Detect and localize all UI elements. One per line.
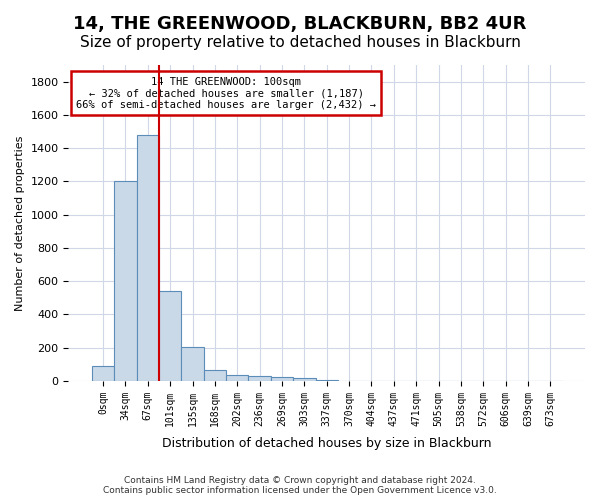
Bar	[248, 376, 271, 381]
Bar	[226, 375, 248, 381]
Text: Size of property relative to detached houses in Blackburn: Size of property relative to detached ho…	[80, 35, 520, 50]
Bar	[92, 366, 114, 381]
Text: 14 THE GREENWOOD: 100sqm
← 32% of detached houses are smaller (1,187)
66% of sem: 14 THE GREENWOOD: 100sqm ← 32% of detach…	[76, 76, 376, 110]
Bar	[271, 377, 293, 381]
Bar	[181, 347, 204, 381]
Text: 14, THE GREENWOOD, BLACKBURN, BB2 4UR: 14, THE GREENWOOD, BLACKBURN, BB2 4UR	[73, 15, 527, 33]
Bar	[114, 182, 137, 381]
Bar	[293, 378, 316, 381]
Bar	[159, 291, 181, 381]
Bar	[137, 135, 159, 381]
Y-axis label: Number of detached properties: Number of detached properties	[15, 136, 25, 310]
Text: Contains HM Land Registry data © Crown copyright and database right 2024.
Contai: Contains HM Land Registry data © Crown c…	[103, 476, 497, 495]
Bar	[204, 370, 226, 381]
Bar	[316, 380, 338, 381]
X-axis label: Distribution of detached houses by size in Blackburn: Distribution of detached houses by size …	[162, 437, 491, 450]
